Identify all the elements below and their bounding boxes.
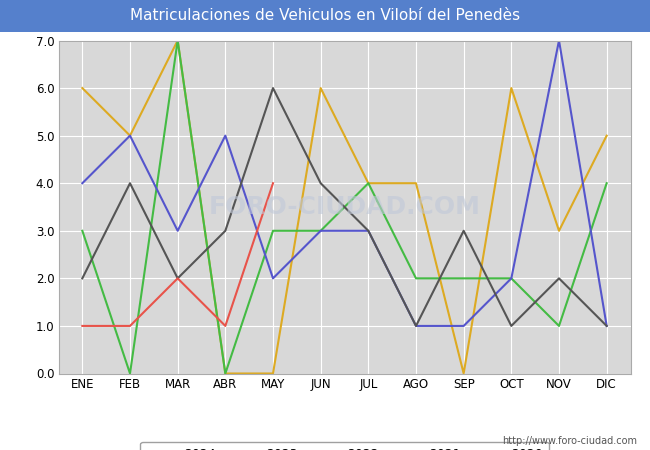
Text: FORO-CIUDAD.COM: FORO-CIUDAD.COM <box>209 195 480 219</box>
Text: Matriculaciones de Vehiculos en Vilobí del Penedès: Matriculaciones de Vehiculos en Vilobí d… <box>130 8 520 23</box>
Text: http://www.foro-ciudad.com: http://www.foro-ciudad.com <box>502 436 637 446</box>
Legend: 2024, 2023, 2022, 2021, 2020: 2024, 2023, 2022, 2021, 2020 <box>140 441 549 450</box>
